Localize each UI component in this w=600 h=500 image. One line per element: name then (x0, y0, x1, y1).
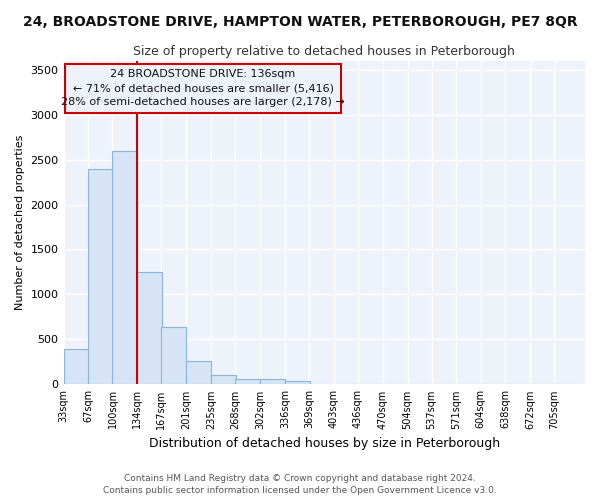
Bar (235, 380, 260, 384)
Y-axis label: Number of detached properties: Number of detached properties (15, 135, 25, 310)
X-axis label: Distribution of detached houses by size in Peterborough: Distribution of detached houses by size … (149, 437, 500, 450)
Bar (211, 376, 236, 384)
Bar (137, 272, 162, 384)
Bar (88, 170, 113, 384)
Bar (161, 327, 186, 384)
Text: 24 BROADSTONE DRIVE: 136sqm
← 71% of detached houses are smaller (5,416)
28% of : 24 BROADSTONE DRIVE: 136sqm ← 71% of det… (61, 70, 345, 108)
Bar (186, 361, 211, 384)
FancyBboxPatch shape (65, 64, 341, 112)
Bar (260, 380, 285, 384)
Bar (64, 350, 88, 384)
Bar (112, 150, 137, 384)
Title: Size of property relative to detached houses in Peterborough: Size of property relative to detached ho… (133, 45, 515, 58)
Text: 24, BROADSTONE DRIVE, HAMPTON WATER, PETERBOROUGH, PE7 8QR: 24, BROADSTONE DRIVE, HAMPTON WATER, PET… (23, 15, 577, 29)
Text: Contains HM Land Registry data © Crown copyright and database right 2024.
Contai: Contains HM Land Registry data © Crown c… (103, 474, 497, 495)
Bar (285, 381, 310, 384)
